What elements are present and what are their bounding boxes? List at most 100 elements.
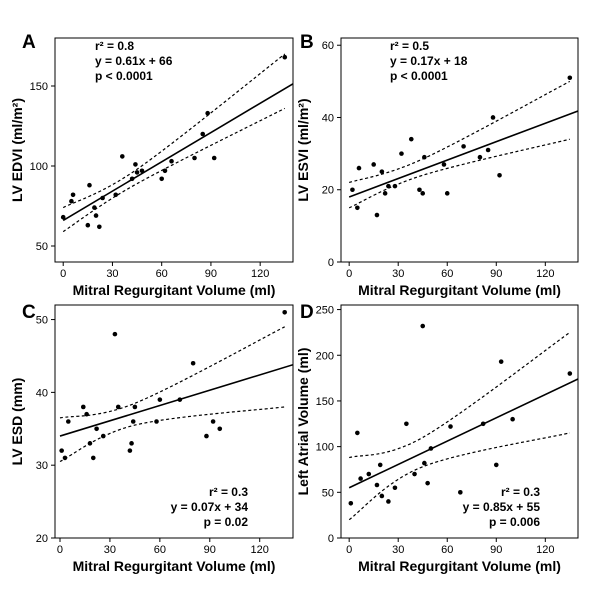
panel-a-frame	[54, 37, 294, 263]
panel-a-data-point	[69, 198, 74, 204]
panel-c-stat-2: y = 0.07x + 34	[171, 500, 249, 514]
panel-d-stat-1: r² = 0.3	[501, 485, 540, 499]
panel-a-data-point	[100, 195, 105, 201]
panel-d: D 0 30 60 90 120 0 50 100 150 200 250 Mitral Regurgi…	[295, 302, 579, 574]
panel-d-xtick-label: 120	[536, 544, 554, 556]
panel-d-x-axis-label: Mitral Regurgitant Volume (ml)	[358, 558, 561, 574]
panel-c-data-point	[130, 419, 136, 424]
panel-c-data-point	[177, 397, 183, 402]
panel-d-data-point	[448, 424, 453, 429]
panel-c-ytick-label: 40	[36, 387, 48, 399]
panel-a-ytick-label: 150	[30, 81, 48, 93]
panel-a-letter: A	[22, 32, 36, 53]
panel-b-data-point	[399, 151, 404, 156]
panel-b-data-point	[444, 191, 450, 196]
panel-b-y-axis-label: LV ESVI (ml/m²)	[295, 98, 311, 201]
panel-c-y-axis-label: LV ESD (mm)	[9, 378, 25, 466]
panel-c-xtick-label: 90	[204, 544, 216, 556]
panel-b-stat-1: r² = 0.5	[390, 39, 429, 53]
panel-c-data-point	[129, 441, 134, 446]
panel-c-data-point	[90, 455, 96, 461]
panel-b-xtick-label: 120	[536, 268, 554, 280]
panel-c-data-point	[210, 419, 216, 424]
panel-d-data-point	[374, 482, 380, 488]
panel-d-data-point	[498, 359, 504, 364]
panel-b-letter: B	[300, 32, 314, 53]
panel-b-xtick-label: 90	[490, 268, 502, 280]
panel-d-ytick-label: 200	[316, 350, 334, 362]
panel-c-data-point	[204, 433, 209, 439]
panel-c-frame	[54, 304, 294, 539]
panel-b-ytick-label: 60	[322, 40, 334, 52]
panel-b-data-point	[497, 172, 502, 178]
panel-d-data-point	[425, 480, 430, 486]
panel-a-data-point	[159, 176, 164, 182]
panel-b-data-point	[356, 165, 362, 171]
panel-d-regression-line	[348, 378, 578, 489]
panel-b-ci-lower	[348, 138, 570, 209]
panel-c-stat-3: p = 0.02	[204, 515, 249, 529]
panel-b-data-point	[422, 154, 427, 160]
panel-c-data-point	[190, 360, 196, 366]
panel-d-ytick-label: 50	[322, 487, 334, 499]
panel-a-data-point	[92, 205, 97, 210]
panel-d-ytick-label: 250	[316, 305, 334, 317]
panel-b-data-point	[371, 162, 376, 167]
panel-a-data-point	[205, 110, 210, 116]
panel-a-xtick-label: 30	[106, 268, 118, 280]
panel-d-ytick-label: 100	[316, 442, 334, 454]
panel-a-data-point	[162, 168, 168, 174]
panel-d-data-point	[386, 499, 391, 504]
panel-c-data-point	[62, 455, 68, 461]
panel-d-data-point	[348, 500, 354, 506]
panel-b-data-point	[408, 136, 414, 142]
panel-d-data-point	[458, 490, 463, 495]
panel-d-data-point	[358, 476, 363, 481]
panel-c-ytick-label: 30	[36, 460, 48, 472]
panel-a-data-point	[129, 176, 135, 182]
panel-b-stat-3: p < 0.0001	[390, 69, 448, 83]
panel-d-data-point	[355, 430, 360, 436]
panel-c-data-point	[59, 448, 64, 453]
panel-c-data-point	[157, 397, 163, 402]
panel-b-data-point	[485, 147, 491, 153]
panel-a-ci-upper	[62, 53, 286, 209]
panel-b-data-point	[386, 183, 391, 189]
panel-b-data-point	[461, 144, 466, 149]
panel-a-stat-3: p < 0.0001	[95, 69, 153, 83]
panel-c-xtick-label: 120	[251, 544, 269, 556]
panel-a-stat-1: r² = 0.8	[95, 39, 134, 53]
panel-c-x-axis-label: Mitral Regurgitant Volume (ml)	[73, 558, 276, 574]
panel-a-data-point	[97, 224, 102, 230]
panel-b-frame	[340, 37, 579, 263]
panel-d-data-point	[366, 471, 372, 477]
panel-b-data-point	[374, 212, 380, 218]
panel-b-data-point	[355, 205, 360, 211]
panel-b-xtick-label: 60	[441, 268, 453, 280]
panel-b-data-point	[392, 183, 398, 189]
panel-a-data-point	[93, 213, 99, 218]
panel-c-data-point	[112, 331, 118, 337]
panel-b-data-point	[420, 191, 426, 196]
panel-c-data-point	[84, 411, 89, 417]
panel-b-data-point	[567, 75, 573, 81]
panel-b-data-point	[441, 162, 447, 167]
panel-a-data-point	[211, 155, 217, 161]
panel-b-ytick-label: 0	[328, 257, 334, 269]
panel-a-data-point	[87, 182, 92, 188]
panel-d-stat-3: p = 0.006	[489, 515, 540, 529]
panel-a-data-point	[192, 155, 197, 161]
panel-a-data-point	[169, 158, 174, 164]
panel-c-ytick-label: 20	[36, 533, 48, 545]
panel-d-data-point	[567, 371, 573, 376]
panel-b-stat-2: y = 0.17x + 18	[390, 54, 468, 68]
panel-a-xtick-label: 60	[156, 268, 168, 280]
panel-c-data-point	[94, 426, 99, 432]
panel-d-data-point	[379, 493, 385, 499]
panel-a-data-point	[85, 222, 91, 228]
panel-d-y-axis-label: Left Atrial Volume (ml)	[295, 348, 311, 496]
panel-d-xtick-label: 90	[490, 544, 502, 556]
panel-a-data-point	[134, 170, 140, 175]
panel-b-data-point	[417, 187, 422, 193]
panel-c-data-point	[127, 448, 133, 453]
